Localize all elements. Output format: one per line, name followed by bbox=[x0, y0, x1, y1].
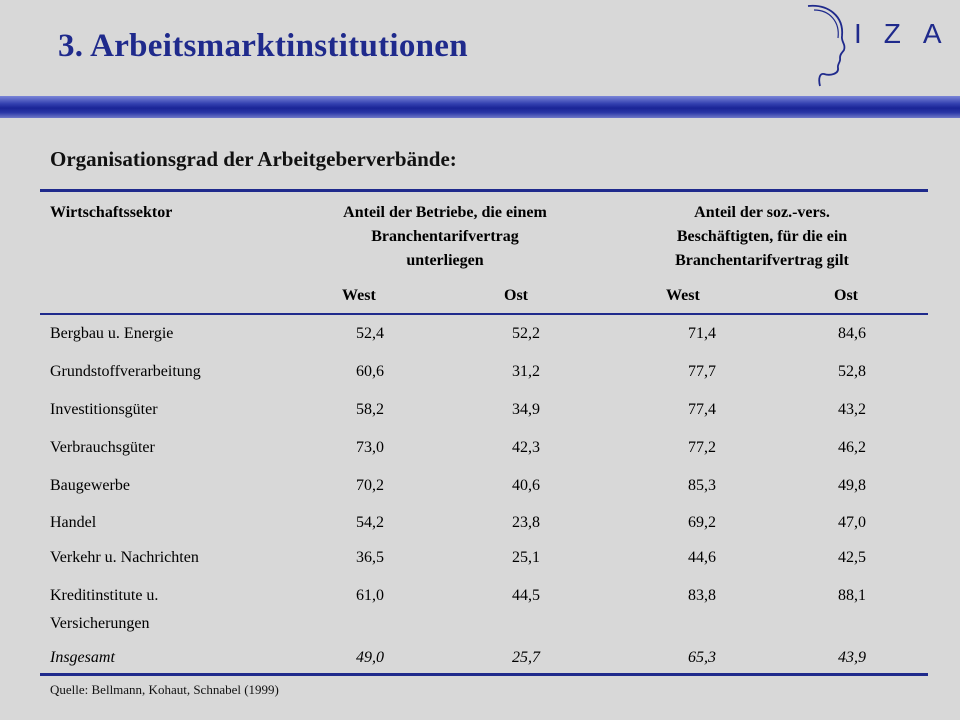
row-value: 71,4 bbox=[688, 325, 716, 342]
row-sector: Bergbau u. Energie bbox=[50, 325, 174, 342]
row-value: 49,8 bbox=[838, 477, 866, 494]
subheader-ost-1: Ost bbox=[504, 287, 528, 304]
row-sector: Grundstoffverarbeitung bbox=[50, 363, 201, 380]
row-value: 43,2 bbox=[838, 401, 866, 418]
row-value: 77,7 bbox=[688, 363, 716, 380]
row-sector: Kreditinstitute u. Versicherungen bbox=[50, 584, 310, 636]
total-value: 43,9 bbox=[838, 649, 866, 666]
row-value: 77,2 bbox=[688, 439, 716, 456]
row-sector-line: Kreditinstitute u. bbox=[50, 587, 159, 604]
row-value: 42,5 bbox=[838, 549, 866, 566]
slide-title: 3. Arbeitsmarktinstitutionen bbox=[58, 28, 468, 64]
header-line: unterliegen bbox=[406, 252, 484, 269]
header-line: Branchentarifvertrag bbox=[371, 228, 519, 245]
row-value: 31,2 bbox=[512, 363, 540, 380]
table-rule-bottom bbox=[40, 673, 928, 676]
row-sector: Investitionsgüter bbox=[50, 401, 158, 418]
iza-logo-text: IZA bbox=[854, 18, 960, 49]
row-value: 83,8 bbox=[688, 587, 716, 604]
header-line: Anteil der soz.-vers. bbox=[694, 204, 830, 221]
head-profile-icon bbox=[807, 4, 846, 87]
row-value: 42,3 bbox=[512, 439, 540, 456]
header-group-betriebe: Anteil der Betriebe, die einem Branchent… bbox=[300, 201, 590, 273]
table-rule-top bbox=[40, 189, 928, 192]
row-sector: Verkehr u. Nachrichten bbox=[50, 549, 199, 566]
table-subtitle: Organisationsgrad der Arbeitgeberverbänd… bbox=[50, 147, 457, 171]
row-value: 69,2 bbox=[688, 514, 716, 531]
row-value: 34,9 bbox=[512, 401, 540, 418]
header-sector: Wirtschaftssektor bbox=[50, 204, 173, 221]
row-value: 47,0 bbox=[838, 514, 866, 531]
header-group-beschaeftigte: Anteil der soz.-vers. Beschäftigten, für… bbox=[612, 201, 912, 273]
row-value: 58,2 bbox=[356, 401, 384, 418]
row-value: 36,5 bbox=[356, 549, 384, 566]
row-value: 60,6 bbox=[356, 363, 384, 380]
source-note: Quelle: Bellmann, Kohaut, Schnabel (1999… bbox=[50, 682, 279, 697]
row-value: 88,1 bbox=[838, 587, 866, 604]
row-value: 73,0 bbox=[356, 439, 384, 456]
row-sector: Verbrauchsgüter bbox=[50, 439, 155, 456]
subheader-ost-2: Ost bbox=[834, 287, 858, 304]
row-value: 84,6 bbox=[838, 325, 866, 342]
row-value: 70,2 bbox=[356, 477, 384, 494]
row-value: 77,4 bbox=[688, 401, 716, 418]
row-value: 46,2 bbox=[838, 439, 866, 456]
row-value: 61,0 bbox=[356, 587, 384, 604]
row-value: 52,2 bbox=[512, 325, 540, 342]
row-value: 52,4 bbox=[356, 325, 384, 342]
total-label: Insgesamt bbox=[50, 649, 115, 666]
row-value: 23,8 bbox=[512, 514, 540, 531]
row-value: 44,5 bbox=[512, 587, 540, 604]
header-line: Branchentarifvertrag gilt bbox=[675, 252, 849, 269]
row-value: 25,1 bbox=[512, 549, 540, 566]
subheader-west-1: West bbox=[342, 287, 376, 304]
row-value: 40,6 bbox=[512, 477, 540, 494]
total-value: 65,3 bbox=[688, 649, 716, 666]
iza-logo: IZA bbox=[800, 0, 960, 96]
row-value: 44,6 bbox=[688, 549, 716, 566]
subheader-west-2: West bbox=[666, 287, 700, 304]
row-sector-line: Versicherungen bbox=[50, 615, 150, 632]
total-value: 25,7 bbox=[512, 649, 540, 666]
row-value: 52,8 bbox=[838, 363, 866, 380]
row-value: 85,3 bbox=[688, 477, 716, 494]
table-rule-header bbox=[40, 313, 928, 315]
row-value: 54,2 bbox=[356, 514, 384, 531]
title-band bbox=[0, 96, 960, 118]
row-sector: Handel bbox=[50, 514, 97, 531]
total-value: 49,0 bbox=[356, 649, 384, 666]
row-sector: Baugewerbe bbox=[50, 477, 130, 494]
header-line: Anteil der Betriebe, die einem bbox=[343, 204, 547, 221]
header-line: Beschäftigten, für die ein bbox=[676, 228, 848, 245]
